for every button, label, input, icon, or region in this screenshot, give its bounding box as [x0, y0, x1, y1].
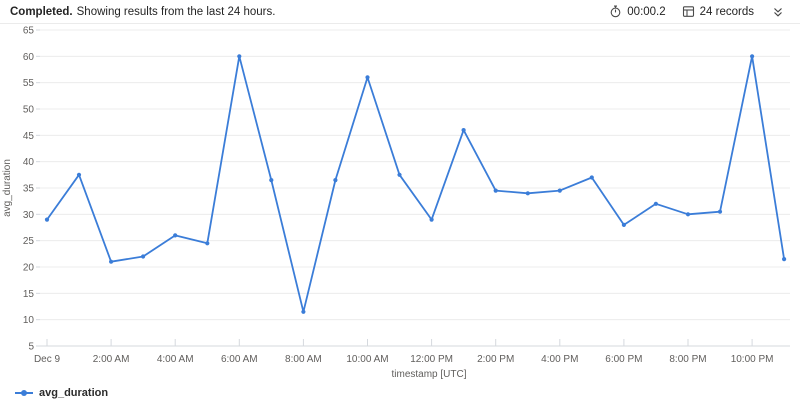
svg-text:5: 5 [28, 342, 34, 353]
legend-label: avg_duration [39, 387, 109, 399]
svg-text:15: 15 [23, 289, 35, 300]
svg-text:60: 60 [23, 52, 35, 63]
line-chart: 5 10 15 20 25 30 35 40 45 50 55 60 65 Dec 9 2:00 AM 4:0… [2, 26, 790, 380]
svg-text:10:00 PM: 10:00 PM [731, 354, 774, 365]
svg-text:timestamp [UTC]: timestamp [UTC] [391, 369, 466, 380]
svg-text:20: 20 [23, 263, 35, 274]
status-text: Completed. [10, 5, 73, 18]
svg-text:35: 35 [23, 184, 35, 195]
double-chevron-down-icon [772, 6, 784, 18]
svg-text:8:00 PM: 8:00 PM [669, 354, 706, 365]
svg-text:55: 55 [23, 78, 35, 89]
elapsed-time-value: 00:00.2 [627, 5, 666, 18]
series-marker-icon [15, 390, 33, 396]
svg-text:25: 25 [23, 236, 35, 247]
svg-text:8:00 AM: 8:00 AM [285, 354, 322, 365]
svg-text:6:00 PM: 6:00 PM [605, 354, 642, 365]
elapsed-time: 00:00.2 [609, 5, 666, 18]
svg-text:40: 40 [23, 157, 35, 168]
svg-text:10:00 AM: 10:00 AM [346, 354, 388, 365]
status-message: Showing results from the last 24 hours. [76, 5, 276, 18]
record-count-value: 24 records [699, 5, 754, 18]
svg-text:45: 45 [23, 131, 35, 142]
record-count: 24 records [682, 5, 754, 18]
svg-text:30: 30 [23, 210, 35, 221]
svg-text:10: 10 [23, 315, 35, 326]
svg-text:avg_duration: avg_duration [2, 159, 13, 217]
svg-text:12:00 PM: 12:00 PM [410, 354, 453, 365]
svg-text:4:00 PM: 4:00 PM [541, 354, 578, 365]
svg-text:50: 50 [23, 105, 35, 116]
svg-text:4:00 AM: 4:00 AM [157, 354, 194, 365]
stopwatch-icon [609, 5, 622, 18]
results-header: Completed. Showing results from the last … [0, 0, 800, 24]
legend: avg_duration [0, 380, 800, 409]
svg-text:2:00 AM: 2:00 AM [93, 354, 130, 365]
legend-item-avg-duration[interactable]: avg_duration [15, 387, 108, 399]
table-icon [682, 5, 695, 18]
svg-text:2:00 PM: 2:00 PM [477, 354, 514, 365]
status-bar: Completed. Showing results from the last … [10, 6, 275, 18]
svg-text:6:00 AM: 6:00 AM [221, 354, 258, 365]
chart-area[interactable]: 5 10 15 20 25 30 35 40 45 50 55 60 65 Dec 9 2:00 AM 4:0… [0, 24, 800, 380]
results-stats: 00:00.2 24 records [609, 4, 786, 20]
svg-text:65: 65 [23, 26, 35, 37]
collapse-results-button[interactable] [770, 4, 786, 20]
svg-text:Dec 9: Dec 9 [34, 354, 61, 365]
